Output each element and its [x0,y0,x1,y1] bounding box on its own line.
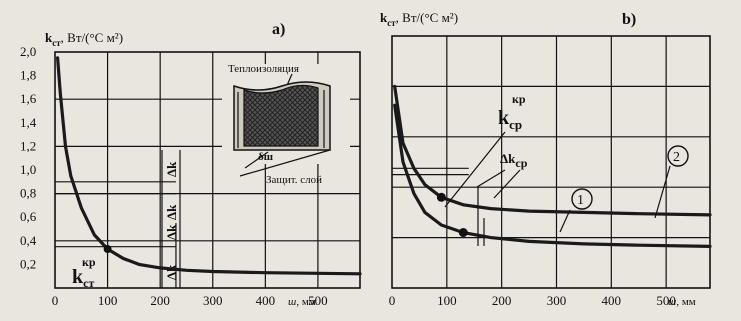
panel-b-critical-point-1 [458,228,468,238]
panel-b-ylabel: kст, Вт/(°С м²) [380,10,458,28]
inset-insulation-layer [243,84,319,147]
panel-b-x-tick-4: 400 [602,293,622,308]
panel-b-xlabel: ш, мм [668,296,696,308]
inset-insulation-label: Теплоизоляция [228,63,299,75]
delta-k-label-2: Δk [164,204,179,220]
panel-a-y-tick-7: 1,6 [20,91,37,106]
panel-a-ylabel: kст, Вт/(°С м²) [45,30,123,48]
inset-delta-label: δш [258,151,273,163]
panel-b-grid [392,36,710,288]
panel-a-y-tick-9: 2,0 [20,44,36,59]
delta-k-label-4: Δk [164,264,179,280]
panel-a-y-tick-2: 0,6 [20,209,37,224]
panel-b-x-tick-3: 300 [547,293,567,308]
panel-a-kcr-sup: кр [82,255,96,269]
panel-a-xlabel: ш, мм [288,296,316,308]
panel-a-x-tick-1: 100 [98,293,118,308]
panel-a-y-ticks: 0,2 0,4 0,6 0,8 1,0 1,2 1,4 1,6 1,8 2,0 [20,44,37,271]
panel-a-y-tick-0: 0,2 [20,256,36,271]
panel-b-dkcp-annotation: Δkср [476,151,528,246]
panel-a-series-line-0 [56,56,362,276]
panel-a-series [56,56,362,276]
panel-b-kcp-annotation: kср кр [444,92,526,208]
panel-a-y-tick-8: 1,8 [20,68,36,83]
panel-b-x-tick-2: 200 [492,293,512,308]
panel-a-inset: Теплоизоляция δш Защит. слой [222,63,350,186]
panel-a-label: a) [272,21,285,38]
panel-a-y-tick-1: 0,4 [20,233,37,248]
svg-text:Δkср: Δkср [500,151,528,170]
panel-b-series-line-1 [393,103,712,248]
delta-k-label-1: Δk [164,161,179,177]
panel-a-x-tick-2: 200 [150,293,170,308]
panel-b: b) kст, Вт/(°С м²) 0 100 200 300 400 500 ш, м… [380,10,712,308]
panel-a-frame [54,51,361,289]
panel-a-x-tick-3: 300 [203,293,223,308]
series-2-marker: 2 [654,145,689,219]
panel-b-label: b) [622,11,636,28]
series-2-label: 2 [673,150,680,165]
panel-b-x-tick-5: 500 [656,293,676,308]
panel-a-y-tick-3: 0,8 [20,186,36,201]
panel-a-kcr-annotation: kст [72,266,94,290]
panel-b-critical-point-0 [436,192,446,202]
panel-a-y-tick-6: 1,4 [20,115,37,130]
series-1-marker: 1 [559,188,593,233]
panel-a-x-tick-4: 400 [256,293,276,308]
panel-b-series [393,84,712,248]
panel-b-x-tick-1: 100 [437,293,457,308]
panel-a-y-tick-5: 1,2 [20,138,36,153]
panel-a-critical-point [103,245,112,254]
panel-a-y-tick-4: 1,0 [20,162,36,177]
panel-b-x-ticks: 0 100 200 300 400 500 [389,293,676,308]
delta-k-label-3: Δk [164,224,179,240]
inset-layer-label: Защит. слой [266,174,322,186]
svg-text:kср: kср [498,107,522,132]
panel-a-x-ticks: 0 100 200 300 400 500 [52,293,328,308]
panel-a-x-tick-5: 500 [308,293,328,308]
panel-a: a) kст, Вт/(°С м²) 0,2 0,4 0,6 0,8 1,0 1,2 1,4… [20,21,362,308]
series-1-label: 1 [577,193,584,208]
panel-b-x-tick-0: 0 [389,293,396,308]
panel-b-series-line-2 [393,84,712,217]
panel-b-kcp-sup: кр [512,92,526,106]
panel-a-x-tick-0: 0 [52,293,59,308]
panel-b-frame [391,35,711,289]
panel-a-delta-k: Δk Δk Δk Δk [161,150,181,288]
